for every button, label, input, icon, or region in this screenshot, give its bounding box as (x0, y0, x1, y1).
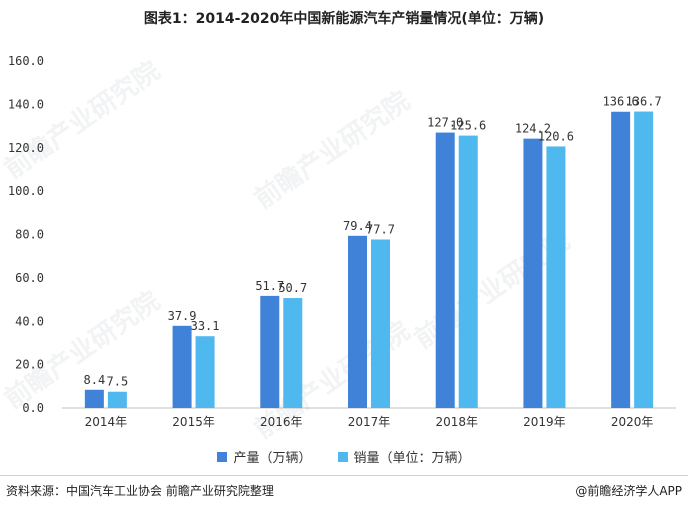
legend-item-sales: 销量（单位：万辆） (337, 447, 471, 466)
chart-title: 图表1：2014-2020年中国新能源汽车产销量情况(单位：万辆) (143, 11, 545, 27)
data-label: 77.7 (366, 222, 395, 236)
bar-production (611, 111, 631, 408)
legend-swatch-production (217, 451, 228, 462)
data-label: 50.7 (278, 281, 307, 295)
legend-label-sales: 销量（单位：万辆） (353, 451, 471, 466)
bar-sales (107, 391, 127, 408)
data-label: 33.1 (191, 319, 220, 333)
y-tick-label: 60.0 (15, 271, 44, 285)
legend-swatch-sales (337, 451, 348, 462)
data-label: 8.4 (84, 373, 106, 387)
y-tick-label: 100.0 (8, 184, 44, 198)
x-tick-label: 2020年 (611, 415, 654, 429)
bar-sales (458, 135, 478, 409)
legend-label-production: 产量（万辆） (233, 451, 312, 466)
data-label: 136.6 (603, 95, 639, 109)
x-tick-label: 2017年 (348, 415, 391, 429)
x-tick-label: 2014年 (85, 415, 128, 429)
x-tick-label: 2018年 (435, 415, 478, 429)
x-tick-label: 2016年 (260, 415, 303, 429)
data-label: 79.4 (343, 219, 372, 233)
y-tick-label: 80.0 (15, 228, 44, 242)
legend: 产量（万辆） 销量（单位：万辆） (0, 447, 688, 466)
y-tick-label: 0.0 (22, 401, 44, 415)
data-label: 51.7 (255, 279, 284, 293)
bar-sales (546, 146, 566, 409)
data-label: 37.9 (168, 309, 197, 323)
x-tick-label: 2015年 (172, 415, 215, 429)
legend-item-production: 产量（万辆） (217, 447, 312, 466)
bar-sales (634, 111, 654, 409)
source-note: 资料来源：中国汽车工业协会 前瞻产业研究院整理 (6, 484, 274, 498)
bar-production (348, 235, 367, 408)
y-tick-label: 160.0 (8, 54, 44, 68)
data-label: 127.0 (427, 116, 463, 130)
y-tick-label: 120.0 (8, 141, 44, 155)
bar-sales (195, 336, 215, 408)
bar-production (523, 138, 543, 409)
data-label: 120.6 (538, 129, 574, 143)
data-label: 125.6 (450, 119, 486, 133)
data-label: 136.7 (626, 95, 662, 109)
data-label: 124.2 (515, 122, 551, 136)
bar-production (260, 295, 280, 408)
x-tick-label: 2019年 (523, 415, 566, 429)
y-tick-label: 20.0 (15, 358, 44, 372)
brand-credit: @前瞻经济学人APP (575, 484, 682, 498)
bar-sales (283, 298, 303, 408)
bar-production (84, 389, 104, 408)
bar-production (172, 325, 192, 408)
bar-sales (371, 239, 390, 408)
footer-divider (0, 475, 688, 476)
y-tick-label: 40.0 (15, 314, 44, 328)
y-tick-label: 140.0 (8, 97, 44, 111)
data-label: 7.5 (107, 375, 129, 389)
bar-production (435, 132, 455, 408)
bar-chart: 0.0 20.0 40.0 60.0 80.0 100.0 120.0 140.0 160.0 8… (8, 54, 676, 429)
